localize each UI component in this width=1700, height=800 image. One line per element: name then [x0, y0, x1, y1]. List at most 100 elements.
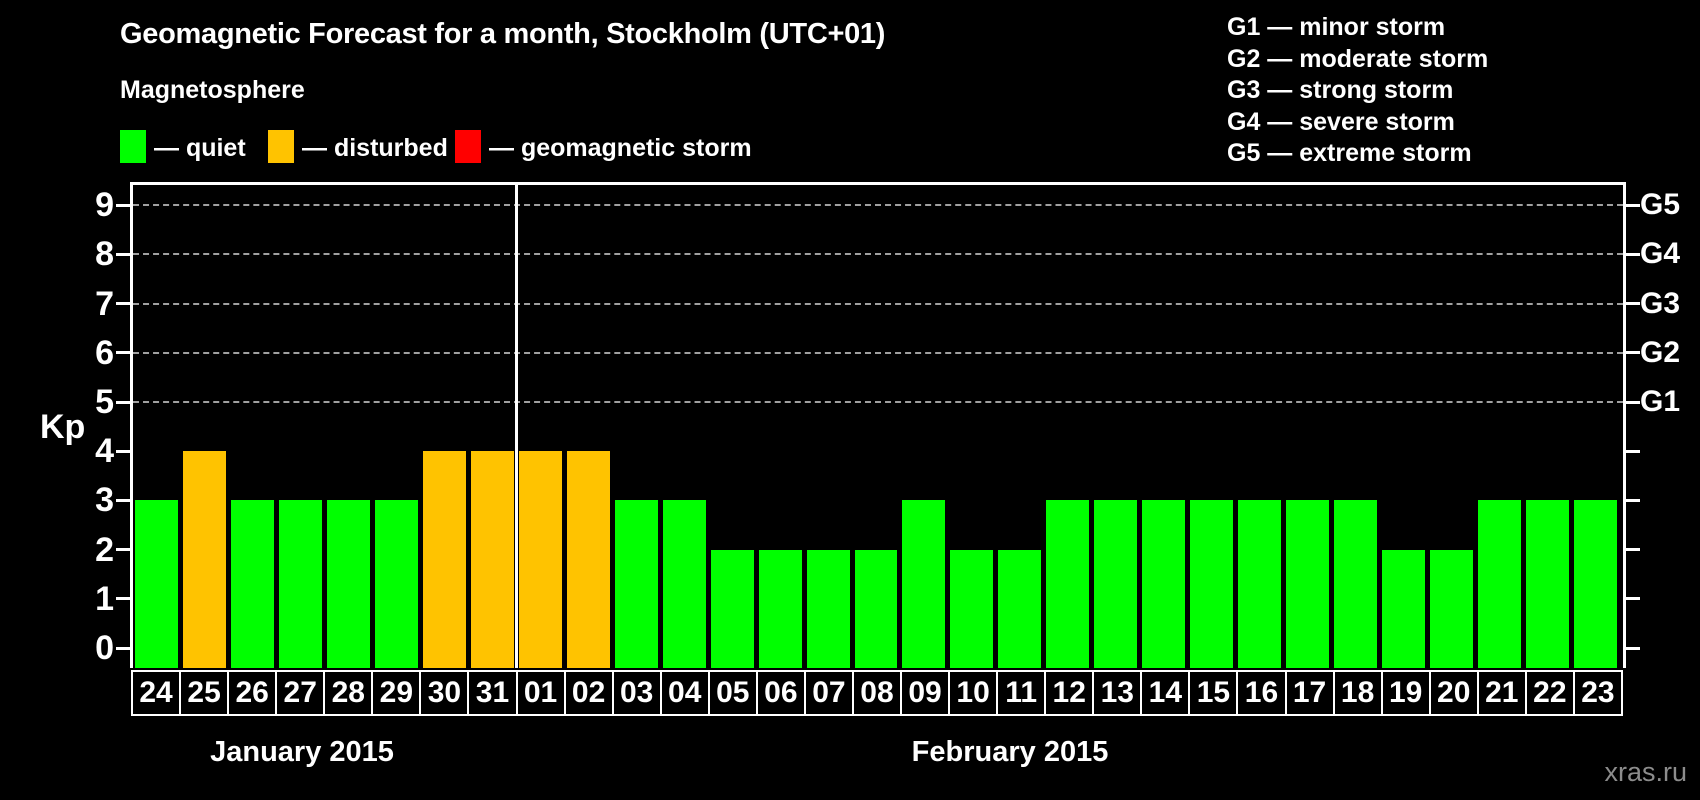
day-label-28: 28	[323, 670, 374, 716]
y-tick-label-2: 2	[95, 530, 114, 569]
y-tick-3	[116, 498, 130, 502]
legend-swatch-quiet	[120, 130, 146, 163]
legend-label-quiet: — quiet	[154, 134, 246, 162]
right-tick-5	[1626, 400, 1640, 404]
legend-swatch-disturbed	[268, 130, 294, 163]
kp-bar-22	[1526, 500, 1570, 668]
kp-bar-27	[278, 500, 322, 668]
g-tick-label-G3: G3	[1640, 286, 1681, 320]
y-tick-0	[116, 646, 130, 650]
y-tick-label-9: 9	[95, 186, 114, 225]
month-label-january: January 2015	[210, 736, 394, 768]
g-legend-line: G1 — minor storm	[1227, 13, 1446, 41]
day-label-07: 07	[803, 670, 854, 716]
kp-bar-12	[1046, 500, 1090, 668]
kp-bar-01	[518, 451, 562, 668]
day-label-29: 29	[371, 670, 422, 716]
day-label-06: 06	[755, 670, 806, 716]
legend-label-storm: — geomagnetic storm	[489, 134, 752, 162]
right-tick-2	[1626, 548, 1640, 552]
kp-bar-11	[998, 549, 1042, 668]
day-label-17: 17	[1284, 670, 1335, 716]
y-tick-label-4: 4	[95, 432, 114, 471]
kp-bar-07	[806, 549, 850, 668]
right-tick-6	[1626, 351, 1640, 355]
y-tick-9	[116, 203, 130, 207]
y-tick-label-1: 1	[95, 579, 114, 618]
day-label-09: 09	[900, 670, 951, 716]
g-legend-line: G3 — strong storm	[1227, 76, 1454, 104]
g-legend-line: G5 — extreme storm	[1227, 139, 1472, 167]
kp-bar-20	[1430, 549, 1474, 668]
g-scale-legend: G1 — minor storm G2 — moderate storm G3 — …	[1227, 12, 1488, 170]
kp-bar-08	[854, 549, 898, 668]
y-tick-2	[116, 548, 130, 552]
right-tick-9	[1626, 203, 1640, 207]
y-tick-label-6: 6	[95, 333, 114, 372]
kp-bar-03	[614, 500, 658, 668]
month-divider-line	[515, 182, 519, 668]
kp-bar-14	[1142, 500, 1186, 668]
y-tick-8	[116, 252, 130, 256]
y-tick-label-7: 7	[95, 284, 114, 323]
gridline-kp8	[133, 253, 1623, 256]
day-label-10: 10	[948, 670, 999, 716]
day-label-25: 25	[179, 670, 230, 716]
day-label-04: 04	[659, 670, 710, 716]
y-tick-label-5: 5	[95, 383, 114, 421]
day-label-27: 27	[275, 670, 326, 716]
right-tick-8	[1626, 252, 1640, 256]
right-tick-0	[1626, 646, 1640, 650]
kp-bar-23	[1574, 500, 1617, 668]
day-label-15: 15	[1188, 670, 1239, 716]
y-tick-label-8: 8	[95, 235, 114, 274]
day-label-03: 03	[611, 670, 662, 716]
day-label-02: 02	[563, 670, 614, 716]
y-tick-label-0: 0	[95, 629, 114, 667]
right-tick-1	[1626, 597, 1640, 601]
day-label-05: 05	[707, 670, 758, 716]
kp-bar-21	[1478, 500, 1522, 668]
right-tick-3	[1626, 498, 1640, 502]
x-axis-day-labels: 24 25 26 27 28 29 30 31 01 02 03 04 05 06 07 08 09 10 11 12…	[131, 670, 1623, 716]
kp-bar-04	[662, 500, 706, 668]
g-tick-label-G5: G5	[1640, 188, 1681, 222]
gridline-kp5	[133, 401, 1623, 403]
day-label-23: 23	[1572, 670, 1623, 716]
watermark: xras.ru	[1604, 757, 1687, 787]
kp-bar-02	[566, 451, 610, 668]
kp-bar-17	[1286, 500, 1330, 668]
y-tick-7	[116, 302, 130, 306]
day-label-11: 11	[996, 670, 1047, 716]
y-tick-label-3: 3	[95, 481, 114, 520]
kp-bar-30	[422, 451, 466, 668]
kp-bar-18	[1334, 500, 1378, 668]
month-label-february: February 2015	[911, 736, 1109, 768]
y-axis-title: Kp	[40, 408, 86, 446]
kp-bar-09	[902, 500, 946, 668]
day-label-26: 26	[227, 670, 278, 716]
kp-bar-15	[1190, 500, 1234, 668]
day-label-24: 24	[131, 670, 182, 716]
legend-swatch-storm	[455, 130, 481, 163]
g-legend-line: G2 — moderate storm	[1227, 44, 1489, 73]
right-axis-line	[1623, 182, 1626, 668]
kp-bar-16	[1238, 500, 1282, 668]
kp-bar-28	[326, 500, 370, 668]
magnetosphere-label: Magnetosphere	[120, 76, 305, 104]
day-label-21: 21	[1476, 670, 1527, 716]
plot-top-border	[130, 182, 1626, 185]
y-tick-5	[116, 400, 130, 404]
day-label-14: 14	[1140, 670, 1191, 716]
right-tick-7	[1626, 302, 1640, 306]
g-tick-label-G4: G4	[1640, 237, 1681, 271]
day-label-08: 08	[851, 670, 902, 716]
kp-bar-13	[1094, 500, 1138, 668]
day-label-12: 12	[1044, 670, 1095, 716]
kp-bar-05	[710, 549, 754, 668]
day-label-01: 01	[515, 670, 566, 716]
chart-title: Geomagnetic Forecast for a month, Stockh…	[120, 18, 886, 50]
kp-bar-31	[470, 451, 514, 668]
g-tick-label-G2: G2	[1640, 335, 1681, 369]
